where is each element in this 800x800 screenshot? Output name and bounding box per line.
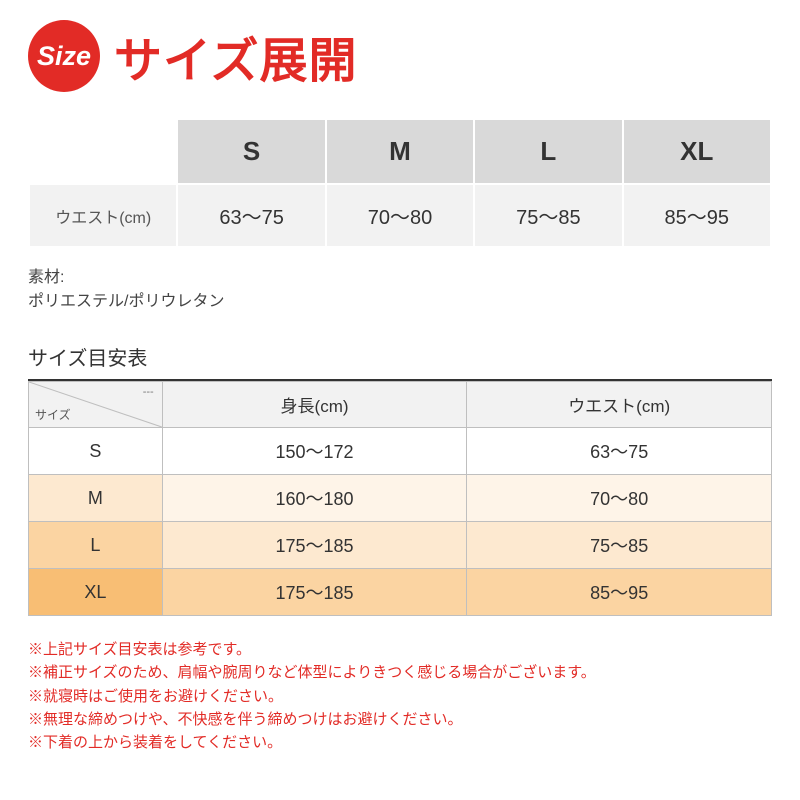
size-guide-table: --- サイズ 身長(cm) ウエスト(cm) S150〜17263〜75M16… bbox=[28, 381, 772, 616]
corner-bottom-label: サイズ bbox=[35, 406, 71, 423]
table1-val-s: 63〜75 bbox=[177, 184, 325, 247]
table2-header-row: --- サイズ 身長(cm) ウエスト(cm) bbox=[29, 382, 772, 428]
table2-waist-cell: 85〜95 bbox=[467, 569, 772, 616]
table1-col-xl: XL bbox=[623, 119, 771, 184]
note-line: ※下着の上から装着をしてください。 bbox=[28, 731, 772, 754]
table2-row: L175〜18575〜85 bbox=[29, 522, 772, 569]
table1-row-label: ウエスト(cm) bbox=[29, 184, 177, 247]
table2-size-cell: XL bbox=[29, 569, 163, 616]
table1-val-m: 70〜80 bbox=[326, 184, 474, 247]
size-badge-icon: Size bbox=[28, 20, 100, 92]
table2-row: M160〜18070〜80 bbox=[29, 475, 772, 522]
table2-waist-cell: 75〜85 bbox=[467, 522, 772, 569]
size-badge-text: Size bbox=[37, 41, 91, 72]
material-label: 素材: bbox=[28, 266, 772, 290]
table2-waist-cell: 63〜75 bbox=[467, 428, 772, 475]
table1-val-l: 75〜85 bbox=[474, 184, 622, 247]
table2-height-cell: 175〜185 bbox=[162, 522, 467, 569]
page-title: サイズ展開 bbox=[114, 21, 358, 91]
table2-corner-cell: --- サイズ bbox=[29, 382, 163, 428]
table2-size-cell: M bbox=[29, 475, 163, 522]
waist-size-table: S M L XL ウエスト(cm) 63〜75 70〜80 75〜85 85〜9… bbox=[28, 118, 772, 248]
table2-row: S150〜17263〜75 bbox=[29, 428, 772, 475]
header: Size サイズ展開 bbox=[28, 20, 772, 92]
table1-data-row: ウエスト(cm) 63〜75 70〜80 75〜85 85〜95 bbox=[29, 184, 771, 247]
notes-block: ※上記サイズ目安表は参考です。※補正サイズのため、肩幅や腕周りなど体型によりきつ… bbox=[28, 638, 772, 754]
note-line: ※就寝時はご使用をお避けください。 bbox=[28, 685, 772, 708]
table1-col-m: M bbox=[326, 119, 474, 184]
table1-col-s: S bbox=[177, 119, 325, 184]
table2-height-cell: 160〜180 bbox=[162, 475, 467, 522]
note-line: ※無理な締めつけや、不快感を伴う締めつけはお避けください。 bbox=[28, 708, 772, 731]
table1-header-row: S M L XL bbox=[29, 119, 771, 184]
table2-height-cell: 150〜172 bbox=[162, 428, 467, 475]
note-line: ※補正サイズのため、肩幅や腕周りなど体型によりきつく感じる場合がございます。 bbox=[28, 661, 772, 684]
table2-col-height: 身長(cm) bbox=[162, 382, 467, 428]
table2-size-cell: L bbox=[29, 522, 163, 569]
note-line: ※上記サイズ目安表は参考です。 bbox=[28, 638, 772, 661]
table1-col-l: L bbox=[474, 119, 622, 184]
guide-heading: サイズ目安表 bbox=[28, 342, 772, 371]
table1-val-xl: 85〜95 bbox=[623, 184, 771, 247]
material-block: 素材: ポリエステル/ポリウレタン bbox=[28, 266, 772, 314]
table2-size-cell: S bbox=[29, 428, 163, 475]
table2-col-waist: ウエスト(cm) bbox=[467, 382, 772, 428]
table2-row: XL175〜18585〜95 bbox=[29, 569, 772, 616]
table1-empty-corner bbox=[29, 119, 177, 184]
table2-height-cell: 175〜185 bbox=[162, 569, 467, 616]
table2-waist-cell: 70〜80 bbox=[467, 475, 772, 522]
material-value: ポリエステル/ポリウレタン bbox=[28, 290, 772, 314]
corner-top-label: --- bbox=[143, 386, 154, 398]
